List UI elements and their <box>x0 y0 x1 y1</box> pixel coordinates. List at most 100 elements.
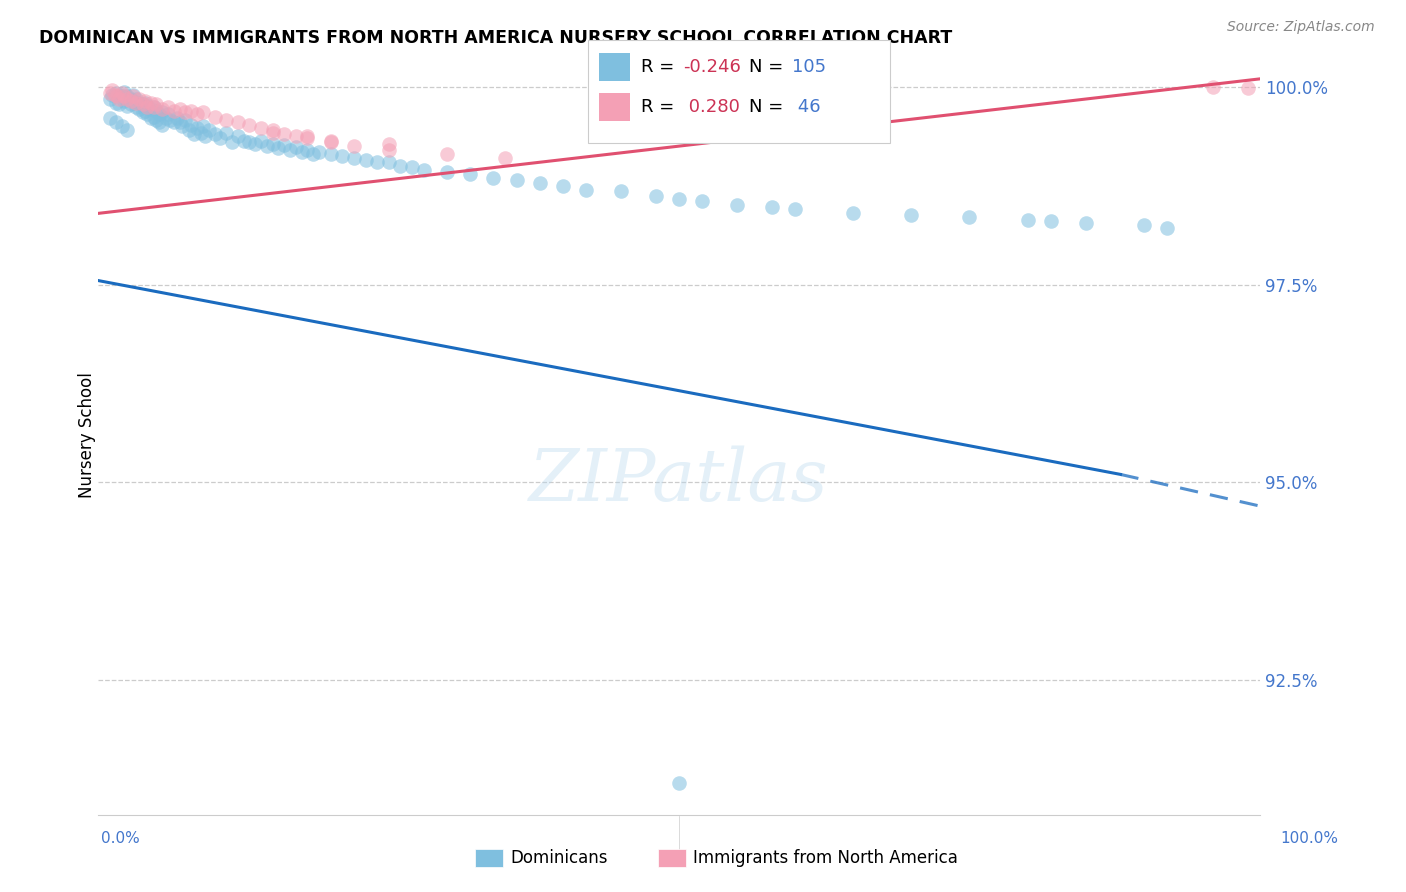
Point <box>401 161 423 175</box>
Point <box>319 135 342 149</box>
Point <box>273 128 295 142</box>
Point <box>120 92 142 106</box>
Point <box>128 102 150 116</box>
Point <box>136 99 159 113</box>
Point <box>226 128 249 143</box>
Point <box>183 128 205 142</box>
Point <box>1074 216 1097 230</box>
Point <box>174 113 197 128</box>
Point <box>1237 81 1260 95</box>
Text: N =: N = <box>749 58 789 76</box>
Point <box>117 123 139 137</box>
Point <box>148 107 170 121</box>
Point <box>143 110 166 124</box>
Text: N =: N = <box>749 98 789 116</box>
Text: 0.280: 0.280 <box>683 98 740 116</box>
Point <box>551 178 574 193</box>
Point <box>389 159 412 173</box>
Point <box>692 194 714 209</box>
Point <box>180 118 202 132</box>
Text: Source: ZipAtlas.com: Source: ZipAtlas.com <box>1227 20 1375 34</box>
Point <box>505 173 527 187</box>
Text: 100.0%: 100.0% <box>1281 831 1339 846</box>
Point <box>319 147 342 161</box>
Point <box>150 118 173 132</box>
Point <box>145 97 167 112</box>
Point <box>124 92 146 106</box>
Point <box>117 99 139 113</box>
Point <box>1132 218 1154 232</box>
Point <box>124 95 146 110</box>
Point <box>117 89 139 103</box>
Point <box>145 103 167 118</box>
Point <box>232 134 254 148</box>
Point <box>190 126 212 140</box>
Point <box>128 95 150 110</box>
Point <box>458 167 481 181</box>
Point <box>122 87 145 102</box>
Point <box>120 97 142 112</box>
Point <box>308 145 330 159</box>
Point <box>297 128 319 143</box>
Point <box>436 147 458 161</box>
Text: ZIPatlas: ZIPatlas <box>529 445 830 516</box>
Point <box>98 86 121 100</box>
Point <box>644 189 666 203</box>
Text: DOMINICAN VS IMMIGRANTS FROM NORTH AMERICA NURSERY SCHOOL CORRELATION CHART: DOMINICAN VS IMMIGRANTS FROM NORTH AMERI… <box>39 29 953 46</box>
Point <box>110 120 132 134</box>
Point <box>297 131 319 145</box>
Point <box>319 134 342 148</box>
Point <box>725 198 748 212</box>
Point <box>174 105 197 120</box>
Point <box>494 151 516 165</box>
Point <box>354 153 377 167</box>
Point <box>215 126 238 140</box>
Point <box>221 135 243 149</box>
Point <box>343 151 366 165</box>
Point <box>150 102 173 116</box>
Point <box>136 99 159 113</box>
Point <box>412 162 434 177</box>
Point <box>166 112 188 126</box>
Point <box>262 136 284 151</box>
Point <box>197 123 219 137</box>
Point <box>104 86 127 100</box>
Point <box>110 89 132 103</box>
Point <box>108 92 131 106</box>
Point <box>291 145 314 159</box>
Point <box>297 143 319 157</box>
Y-axis label: Nursery School: Nursery School <box>79 372 96 498</box>
Point <box>112 94 135 108</box>
Point <box>256 139 278 153</box>
Point <box>177 123 200 137</box>
Point <box>131 105 153 120</box>
Point <box>136 107 159 121</box>
Text: Immigrants from North America: Immigrants from North America <box>693 849 957 867</box>
Point <box>436 165 458 179</box>
Point <box>610 184 633 198</box>
Point <box>155 112 177 126</box>
Point <box>366 155 388 169</box>
Point <box>204 110 226 124</box>
Point <box>377 143 399 157</box>
Point <box>186 107 208 121</box>
Point <box>267 141 290 155</box>
Text: -0.246: -0.246 <box>683 58 741 76</box>
Point <box>120 94 142 108</box>
Point <box>238 118 260 132</box>
Text: Dominicans: Dominicans <box>510 849 607 867</box>
Point <box>194 128 217 143</box>
Point <box>148 115 170 129</box>
Point <box>186 120 208 135</box>
Point <box>250 120 273 135</box>
Point <box>134 103 156 118</box>
Point <box>112 89 135 103</box>
Point <box>157 99 180 113</box>
Point <box>330 149 353 163</box>
Point <box>204 128 226 142</box>
Point <box>575 183 598 197</box>
Point <box>105 89 128 103</box>
Point <box>273 138 295 153</box>
Point <box>278 143 301 157</box>
Point <box>170 120 193 134</box>
